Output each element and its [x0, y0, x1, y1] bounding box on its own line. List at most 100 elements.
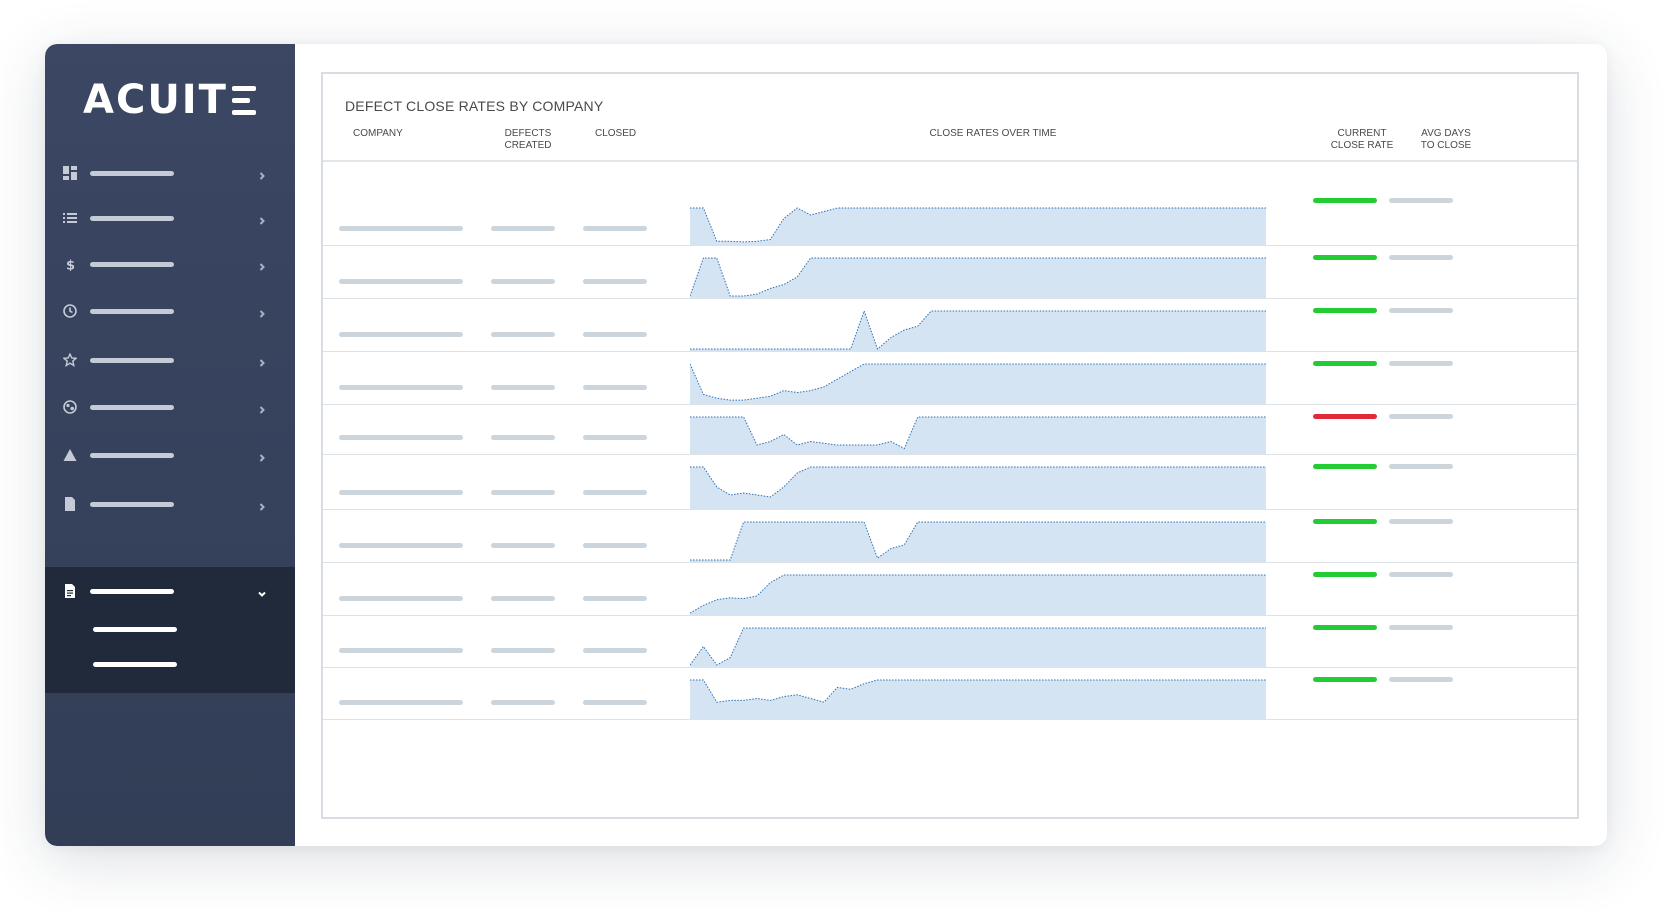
row-divider — [323, 351, 1577, 352]
company-cell — [339, 648, 463, 653]
closed-cell — [583, 385, 647, 390]
sidebar-active-section — [45, 567, 295, 693]
sparkline-area — [690, 467, 1266, 510]
company-cell — [339, 332, 463, 337]
sidebar-item-7[interactable] — [45, 435, 295, 475]
avg-days-to-close-cell — [1389, 308, 1453, 313]
company-cell — [339, 543, 463, 548]
avg-days-to-close-cell — [1389, 361, 1453, 366]
defects-created-cell — [491, 226, 555, 231]
table-row[interactable] — [323, 299, 1577, 352]
sidebar-item-reports[interactable] — [45, 571, 295, 611]
current-close-rate-bar — [1313, 625, 1377, 630]
sparkline-area — [690, 680, 1266, 720]
defects-created-cell — [491, 332, 555, 337]
defects-created-cell — [491, 648, 555, 653]
close-rate-sparkline — [690, 363, 1266, 405]
defects-created-cell — [491, 596, 555, 601]
sparkline-line — [690, 207, 1266, 243]
sidebar-subitem-1[interactable] — [93, 627, 177, 632]
chevron-right-icon — [257, 306, 267, 318]
current-close-rate-bar — [1313, 519, 1377, 524]
chevron-right-icon — [257, 450, 267, 462]
current-close-rate-bar — [1313, 198, 1377, 203]
row-divider — [323, 667, 1577, 668]
sidebar-item-label — [90, 452, 174, 458]
document-lines-icon — [62, 583, 78, 599]
current-close-rate-bar — [1313, 572, 1377, 577]
current-close-rate-bar — [1313, 464, 1377, 469]
chevron-right-icon — [257, 168, 267, 180]
sparkline-area — [690, 628, 1266, 668]
closed-cell — [583, 279, 647, 284]
dashboard-icon — [62, 165, 78, 181]
closed-cell — [583, 490, 647, 495]
defects-created-cell — [491, 279, 555, 284]
sidebar-item-2[interactable] — [45, 198, 295, 238]
current-close-rate-bar — [1313, 255, 1377, 260]
company-cell — [339, 596, 463, 601]
acuite-logo[interactable]: ACUIT — [83, 77, 256, 123]
column-header-defects-created: DEFECTS CREATED — [504, 128, 552, 151]
dollar-icon: $ — [62, 256, 78, 272]
close-rate-sparkline — [690, 574, 1266, 616]
close-rate-sparkline — [690, 416, 1266, 455]
table-row[interactable] — [323, 563, 1577, 616]
avg-days-to-close-cell — [1389, 677, 1453, 682]
list-icon — [62, 210, 78, 226]
clock-icon — [62, 303, 78, 319]
current-close-rate-bar — [1313, 361, 1377, 366]
company-cell — [339, 279, 463, 284]
table-row[interactable] — [323, 352, 1577, 405]
row-divider — [323, 245, 1577, 246]
row-divider — [323, 719, 1577, 720]
sparkline-area — [690, 522, 1266, 563]
table-row[interactable] — [323, 246, 1577, 299]
warning-icon — [62, 447, 78, 463]
sidebar-item-1[interactable] — [45, 153, 295, 193]
sidebar-item-label — [90, 170, 174, 176]
closed-cell — [583, 648, 647, 653]
closed-cell — [583, 226, 647, 231]
star-icon — [62, 352, 78, 368]
table-row[interactable] — [323, 616, 1577, 668]
current-close-rate-bar — [1313, 677, 1377, 682]
close-rate-sparkline — [690, 207, 1266, 246]
close-rate-sparkline — [690, 627, 1266, 668]
logo-e-mark — [231, 85, 256, 115]
table-row[interactable] — [323, 162, 1577, 246]
company-cell — [339, 490, 463, 495]
sidebar-item-4[interactable] — [45, 291, 295, 331]
avg-days-to-close-cell — [1389, 572, 1453, 577]
chevron-right-icon — [257, 402, 267, 414]
sidebar-item-3[interactable]: $ — [45, 244, 295, 284]
sidebar-item-5[interactable] — [45, 340, 295, 380]
table-row[interactable] — [323, 455, 1577, 510]
company-cell — [339, 435, 463, 440]
sidebar-item-label — [90, 404, 174, 410]
table-row[interactable] — [323, 405, 1577, 455]
table-row[interactable] — [323, 668, 1577, 720]
sidebar-item-6[interactable] — [45, 387, 295, 427]
avg-days-to-close-cell — [1389, 198, 1453, 203]
sidebar-subitem-2[interactable] — [93, 662, 177, 667]
sparkline-area — [690, 311, 1266, 352]
defects-created-cell — [491, 385, 555, 390]
closed-cell — [583, 332, 647, 337]
row-divider — [323, 509, 1577, 510]
company-cell — [339, 226, 463, 231]
app-window: ACUIT $ DEFECT CLOSE RATES BY COMPANY CO… — [45, 44, 1607, 846]
sparkline-line — [690, 363, 1266, 401]
header-divider — [323, 160, 1577, 162]
close-rate-sparkline — [690, 521, 1266, 563]
chevron-right-icon — [257, 213, 267, 225]
avg-days-to-close-cell — [1389, 625, 1453, 630]
column-header-closed: CLOSED — [595, 128, 637, 139]
close-rate-sparkline — [690, 257, 1266, 299]
closed-cell — [583, 596, 647, 601]
company-cell — [339, 385, 463, 390]
column-header-company: COMPANY — [353, 128, 403, 139]
avg-days-to-close-cell — [1389, 464, 1453, 469]
sidebar-item-8[interactable] — [45, 484, 295, 524]
table-row[interactable] — [323, 510, 1577, 563]
